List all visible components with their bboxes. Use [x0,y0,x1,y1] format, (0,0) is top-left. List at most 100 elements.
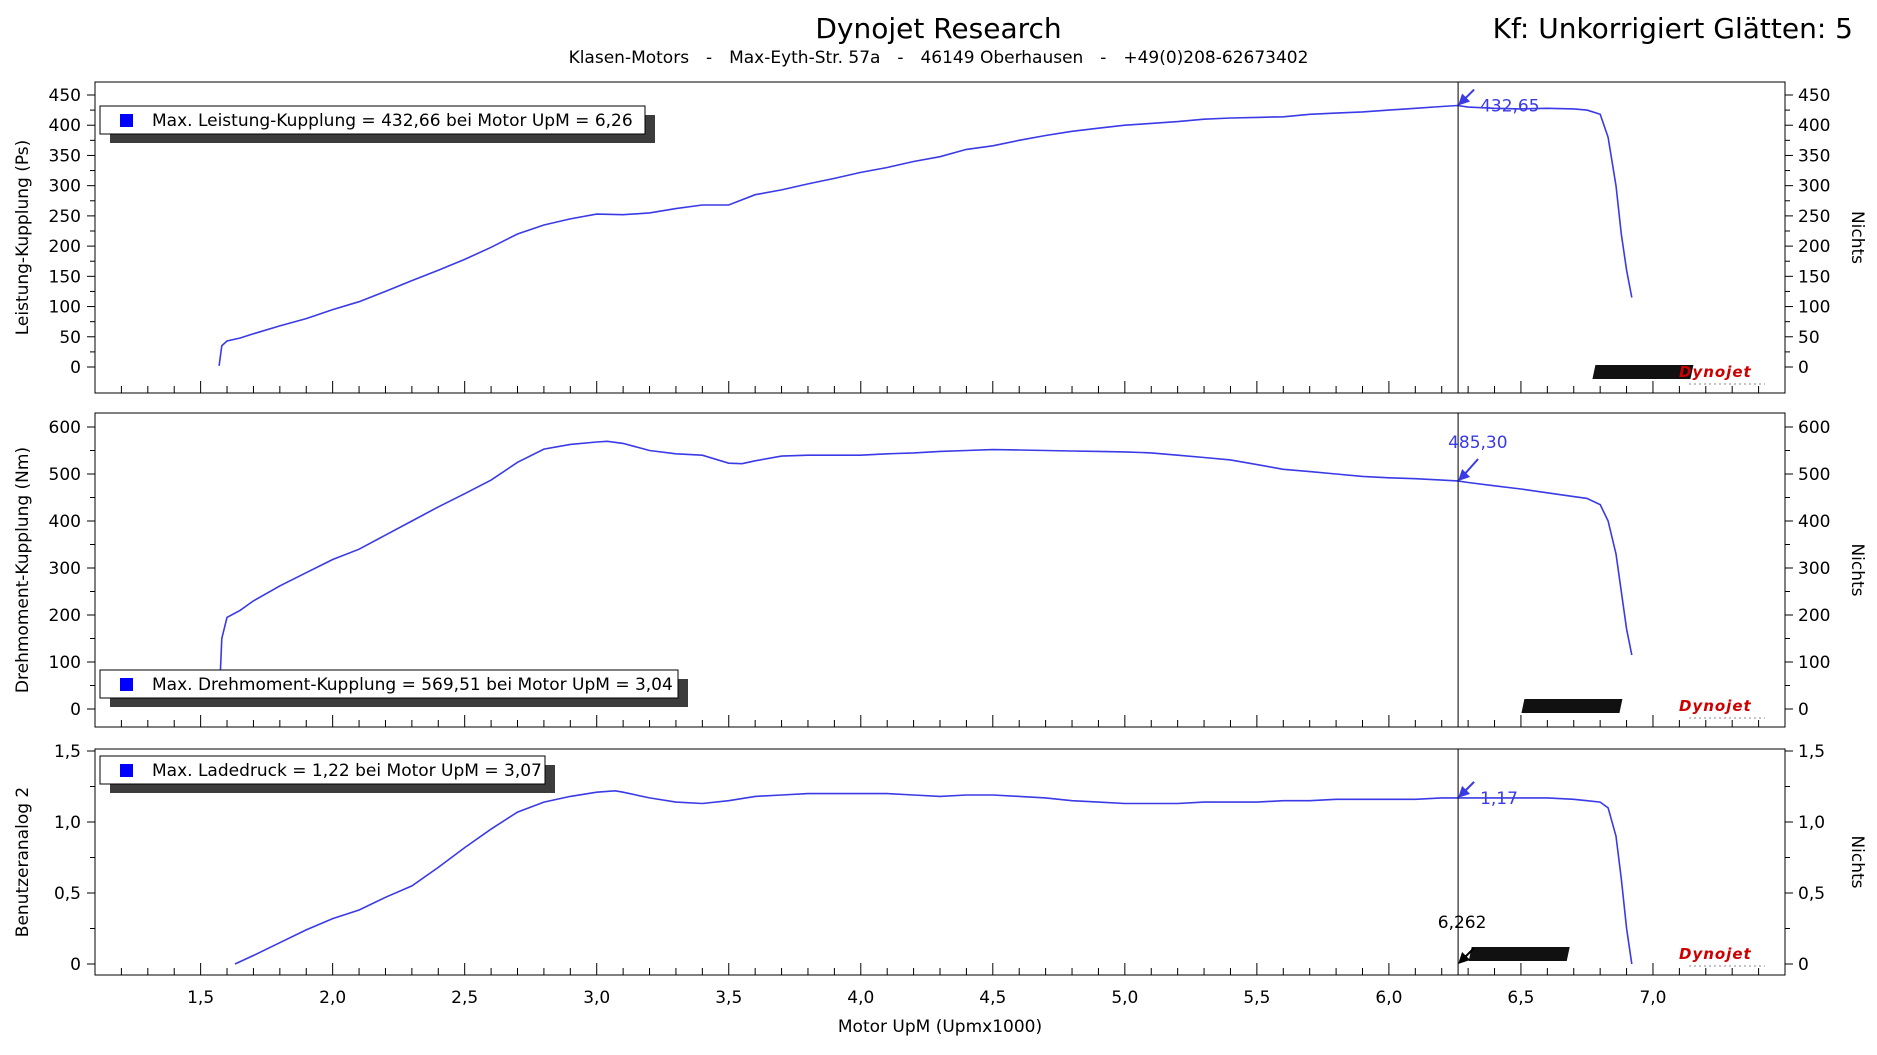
legend-box [99,755,546,785]
y-tick-label-left: 150 [49,267,81,287]
series-line [234,789,1633,965]
x-tick-label: 3,0 [583,988,610,1008]
x-tick-label: 6,0 [1375,988,1402,1008]
shop-address: Klasen-Motors - Max-Eyth-Str. 57a -46149 Ob… [0,48,1877,68]
cursor-x-label: 6,262 [1438,913,1487,933]
y-tick-label-right: 600 [1798,418,1830,438]
y-tick-label-right: 0 [1798,700,1809,720]
logo-backing [1521,699,1623,713]
cursor-value-arrowhead [1458,468,1471,481]
y-tick-label-left: 0 [70,358,81,378]
y-tick-label-left: 100 [49,298,81,318]
y-tick-label-right: 400 [1798,512,1830,532]
y-tick-label-right: 150 [1798,267,1830,287]
dynojet-logo: Dynojet [1679,945,1752,963]
y-tick-label-left: 1,5 [54,742,81,762]
shop-city: 46149 Oberhausen [920,48,1084,68]
cursor-value-arrowhead [1458,785,1471,798]
x-tick-label: 6,5 [1507,988,1534,1008]
y-tick-label-right: 50 [1798,328,1820,348]
y-tick-label-right: 400 [1798,116,1830,136]
address-separator: - [705,48,713,68]
y-axis-label: Leistung-Kupplung (Ps) [13,140,33,336]
cursor-value-label: 432,65 [1480,97,1539,117]
x-tick-label: 5,0 [1111,988,1138,1008]
y-tick-label-left: 200 [49,606,81,626]
chart-panel-2: 0 0 100 100 200 200 300 300 400 400 500 500 600 600 Dr… [13,412,1867,728]
y-tick-label-left: 250 [49,207,81,227]
chart-panel-3: 0 0 0,5 0,5 1,0 1,0 1,5 1,5 Benutzeranalog 2 Nich… [13,742,1867,1037]
x-tick-label: 2,0 [319,988,346,1008]
shop-phone: +49(0)208-62673402 [1123,48,1309,68]
legend-marker [120,678,133,691]
x-tick-label: 5,5 [1243,988,1270,1008]
y2-axis-label: Nichts [1847,543,1867,596]
x-axis-label: Motor UpM (Upmx1000) [838,1017,1042,1037]
y-tick-label-right: 500 [1798,465,1830,485]
cursor-value-label: 485,30 [1448,433,1507,453]
x-tick-label: 1,5 [187,988,214,1008]
correction-info: Kf: Unkorrigiert Glätten: 5 [1492,12,1853,45]
legend-marker [120,114,133,127]
y-tick-label-left: 600 [49,418,81,438]
legend-marker [120,764,133,777]
legend-text: Max. Leistung-Kupplung = 432,66 bei Moto… [152,111,633,131]
logo-backing [1468,947,1570,961]
y-tick-label-right: 0 [1798,358,1809,378]
y-tick-label-left: 0 [70,955,81,975]
y-tick-label-right: 300 [1798,177,1830,197]
series-line [218,440,1633,703]
y-tick-label-left: 450 [49,86,81,106]
y-tick-label-right: 1,5 [1798,742,1825,762]
cursor-value-label: 1,17 [1480,789,1518,809]
y-axis-label: Drehmoment-Kupplung (Nm) [13,447,33,693]
y-tick-label-left: 50 [59,328,81,348]
legend-box [99,669,679,699]
y-tick-label-left: 300 [49,559,81,579]
y-tick-label-right: 100 [1798,298,1830,318]
x-tick-label: 7,0 [1639,988,1666,1008]
y-tick-label-right: 200 [1798,237,1830,257]
y-tick-label-left: 500 [49,465,81,485]
y-tick-label-right: 0,5 [1798,884,1825,904]
x-tick-label: 4,0 [847,988,874,1008]
shop-street: Max-Eyth-Str. 57a [729,48,881,68]
y-tick-label-left: 100 [49,653,81,673]
x-tick-label: 4,5 [979,988,1006,1008]
y-tick-label-right: 350 [1798,146,1830,166]
address-separator: - [1100,48,1107,68]
legend-text: Max. Ladedruck = 1,22 bei Motor UpM = 3,… [152,761,542,781]
y2-axis-label: Nichts [1847,835,1867,888]
y-tick-label-right: 450 [1798,86,1830,106]
cursor-x-arrowhead [1458,952,1471,964]
y-tick-label-left: 0 [70,700,81,720]
y-tick-label-left: 200 [49,237,81,257]
cursor-value-arrowhead [1458,93,1471,106]
page-title: Dynojet Research [815,12,1062,45]
dynojet-logo: Dynojet [1679,363,1752,381]
logo-backing [1592,365,1694,379]
y-tick-label-left: 0,5 [54,884,81,904]
y-tick-label-right: 1,0 [1798,813,1825,833]
x-tick-label: 3,5 [715,988,742,1008]
legend-text: Max. Drehmoment-Kupplung = 569,51 bei Mo… [152,675,673,695]
y-tick-label-right: 300 [1798,559,1830,579]
y-tick-label-left: 300 [49,177,81,197]
y-tick-label-left: 350 [49,146,81,166]
y2-axis-label: Nichts [1847,211,1867,264]
y-tick-label-right: 250 [1798,207,1830,227]
address-separator: - [897,48,904,68]
legend-box [99,105,646,135]
y-tick-label-right: 100 [1798,653,1830,673]
y-tick-label-right: 200 [1798,606,1830,626]
shop-name: Klasen-Motors [568,48,690,68]
y-axis-label: Benutzeranalog 2 [13,787,33,937]
dynojet-logo: Dynojet [1679,697,1752,715]
series-line [218,104,1633,366]
chart-panel-1: 0 0 50 50 100 100 150 150 200 200 250 250 300 300 350 3… [13,81,1867,394]
x-tick-label: 2,5 [451,988,478,1008]
y-tick-label-right: 0 [1798,955,1809,975]
y-tick-label-left: 1,0 [54,813,81,833]
y-tick-label-left: 400 [49,116,81,136]
y-tick-label-left: 400 [49,512,81,532]
